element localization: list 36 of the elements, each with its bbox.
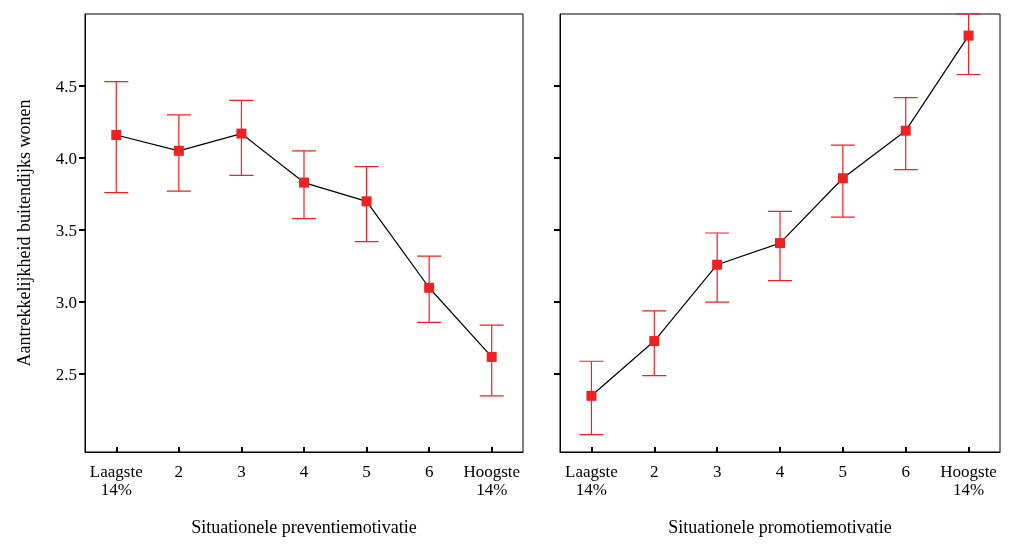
y-tick-label: 2.5 <box>55 364 77 384</box>
point <box>837 173 848 184</box>
x-tick-label: 2 <box>650 461 659 481</box>
y-tick-label: 3.5 <box>55 220 77 240</box>
point <box>712 259 723 270</box>
x-tick-label: Hoogste 14% <box>940 461 997 499</box>
x-axis-title: Situationele promotiemotivatie <box>668 517 892 537</box>
point <box>649 336 660 347</box>
x-tick-label: 5 <box>362 461 371 481</box>
point <box>236 128 247 139</box>
point <box>775 238 785 249</box>
x-tick-label: 3 <box>237 461 246 481</box>
point <box>900 125 911 136</box>
point <box>424 282 435 293</box>
x-tick-label: 3 <box>712 461 722 481</box>
point <box>586 390 597 401</box>
point <box>361 196 372 207</box>
y-axis-title: Aantrekkelijkheid buitendijks wonen <box>14 99 34 367</box>
point <box>173 145 184 156</box>
point <box>963 30 974 41</box>
x-tick-label: 6 <box>901 461 910 481</box>
x-tick-label: 2 <box>174 461 184 481</box>
x-tick-label: 4 <box>299 461 309 481</box>
x-tick-label: Laagste 14% <box>89 461 143 499</box>
point <box>111 130 122 141</box>
x-tick-label: Hoogste 14% <box>463 461 521 499</box>
x-tick-label: Laagste 14% <box>565 461 618 499</box>
x-tick-label: 6 <box>424 461 434 481</box>
y-tick-label: 3.0 <box>55 292 77 312</box>
y-tick-label: 4.0 <box>55 148 77 168</box>
x-tick-label: 5 <box>838 461 848 481</box>
point <box>299 177 309 188</box>
x-axis-title: Situationele preventiemotivatie <box>191 517 417 537</box>
y-tick-label: 4.5 <box>55 76 77 96</box>
x-tick-label: 4 <box>775 461 785 481</box>
point <box>486 351 497 362</box>
